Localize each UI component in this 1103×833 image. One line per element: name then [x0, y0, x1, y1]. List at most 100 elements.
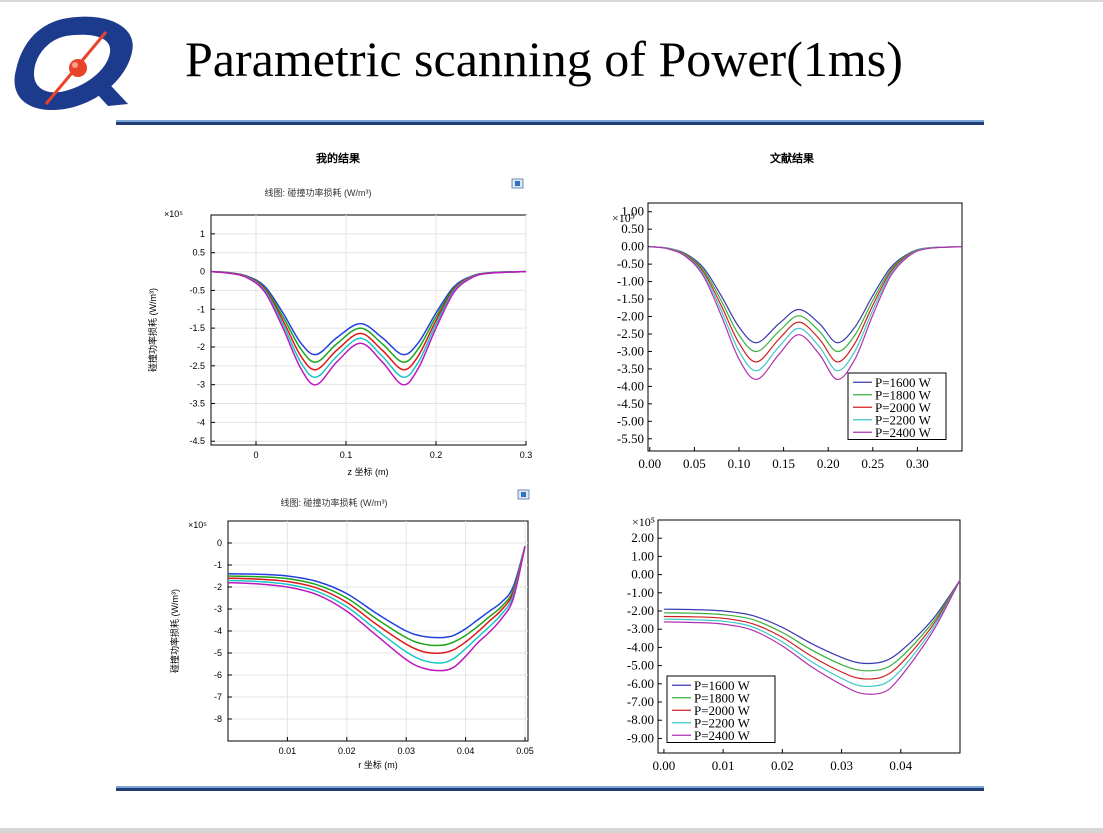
x-tick-label: 0 — [253, 450, 258, 460]
y-tick-label: 0.5 — [192, 248, 205, 258]
x-tick-label: 0.03 — [830, 758, 853, 773]
x-axis-label: r 坐标 (m) — [358, 759, 398, 770]
legend-label: P=2400 W — [875, 425, 932, 440]
y-tick-label: -0.50 — [617, 256, 644, 271]
x-tick-label: 0.02 — [771, 758, 794, 773]
y-tick-label: -2 — [214, 582, 222, 592]
export-icon[interactable] — [511, 178, 524, 189]
y-tick-label: 1.00 — [621, 204, 644, 219]
y-tick-label: -6 — [214, 670, 222, 680]
y-tick-label: -1.50 — [617, 291, 644, 306]
y-tick-label: -7.00 — [627, 694, 654, 709]
y-tick-label: -7 — [214, 692, 222, 702]
header-rule-light — [116, 120, 984, 122]
x-tick-label: 0.02 — [338, 746, 356, 756]
series-line-2 — [663, 579, 961, 672]
y-tick-label: -2.5 — [189, 361, 205, 371]
x-tick-label: 0.05 — [516, 746, 534, 756]
y-axis-label: 碰撞功率损耗 (W/m³) — [147, 288, 158, 372]
y-tick-label: -4.00 — [627, 639, 654, 654]
y-tick-label: 0 — [217, 538, 222, 548]
y-tick-label: -5 — [214, 648, 222, 658]
y-tick-label: -3.00 — [617, 343, 644, 358]
y-tick-label: -1.00 — [617, 274, 644, 289]
y-axis-label: 碰撞功率损耗 (W/m³) — [169, 589, 180, 673]
legend-label: P=2000 W — [694, 703, 751, 718]
x-axis-label: z 坐标 (m) — [348, 466, 389, 477]
slide-title: Parametric scanning of Power(1ms) — [185, 31, 903, 87]
legend-label: P=2200 W — [875, 412, 932, 427]
y-tick-label: -5.00 — [617, 413, 644, 428]
series-line-3 — [649, 246, 963, 363]
export-icon[interactable] — [517, 489, 530, 500]
series-line-3 — [227, 546, 526, 654]
legend-label: P=1600 W — [875, 375, 932, 390]
x-tick-label: 0.01 — [279, 746, 297, 756]
x-tick-label: 0.3 — [520, 450, 533, 460]
y-tick-label: -8 — [214, 714, 222, 724]
y-tick-label: -4.00 — [617, 378, 644, 393]
left-heading: 我的结果 — [316, 153, 360, 165]
y-tick-label: 1.00 — [631, 548, 654, 563]
institute-logo — [14, 16, 133, 111]
y-tick-label: 0.00 — [631, 567, 654, 582]
legend-box — [847, 372, 947, 440]
y-tick-label: 0 — [200, 267, 205, 277]
logo-dot-highlight — [72, 62, 78, 68]
logo-dot — [69, 59, 87, 77]
series-line-2 — [649, 246, 963, 353]
y-tick-label: -4 — [214, 626, 222, 636]
y-tick-label: -2.50 — [617, 326, 644, 341]
series-line-3 — [663, 579, 961, 680]
x-tick-label: 0.04 — [889, 758, 912, 773]
x-tick-label: 0.30 — [906, 456, 929, 471]
series-line-5 — [210, 270, 527, 386]
y-tick-label: -2.00 — [627, 603, 654, 618]
y-tick-label: -8.00 — [627, 712, 654, 727]
x-tick-label: 0.20 — [817, 456, 840, 471]
y-tick-label: -1 — [214, 560, 222, 570]
legend-label: P=2400 W — [694, 728, 751, 743]
scale-label: ×10⁵ — [188, 520, 207, 530]
legend-box — [666, 675, 776, 743]
y-tick-label: -1.5 — [189, 323, 205, 333]
y-tick-label: -0.5 — [189, 285, 205, 295]
y-tick-label: -1.00 — [627, 585, 654, 600]
x-tick-label: 0.03 — [397, 746, 415, 756]
y-tick-label: -3 — [214, 604, 222, 614]
series-line-1 — [663, 579, 961, 665]
plot-frame — [210, 214, 527, 446]
legend-label: P=1800 W — [694, 690, 751, 705]
y-tick-label: -5.00 — [627, 658, 654, 673]
series-line-1 — [227, 546, 526, 639]
x-tick-label: 0.05 — [683, 456, 706, 471]
series-line-4 — [649, 246, 963, 372]
chart-reference-axial: ×10⁵ 0.00 0.05 0.10 0.15 0.20 0.25 0.30 1.00 0.… — [612, 202, 963, 471]
x-tick-label: 0.2 — [430, 450, 443, 460]
y-tick-label: -3.5 — [189, 399, 205, 409]
series-line-4 — [210, 270, 527, 378]
y-tick-label: 2.00 — [631, 530, 654, 545]
footer-rule-dark — [116, 788, 984, 791]
y-tick-label: 0.50 — [621, 221, 644, 236]
y-tick-label: -6.00 — [627, 676, 654, 691]
y-tick-label: -4 — [197, 417, 205, 427]
footer-rule-light — [116, 786, 984, 788]
series-line-3 — [210, 270, 527, 371]
header-rule-dark — [116, 122, 984, 125]
logo-tail — [88, 74, 128, 106]
x-tick-label: 0.04 — [457, 746, 475, 756]
x-tick-label: 0.01 — [712, 758, 735, 773]
scale-label: ×10⁵ — [164, 209, 183, 219]
y-tick-label: -3 — [197, 380, 205, 390]
x-tick-label: 0.10 — [728, 456, 751, 471]
y-tick-label: -4.50 — [617, 396, 644, 411]
y-tick-label: -4.5 — [189, 436, 205, 446]
series-line-5 — [649, 246, 963, 381]
y-tick-label: -2 — [197, 342, 205, 352]
y-tick-label: -1 — [197, 304, 205, 314]
chart-my-radial: 线图: 碰撞功率损耗 (W/m³) ×10⁵ 0.01 0.02 0.03 0.04 0… — [169, 489, 534, 770]
scale-label: ×10⁵ — [632, 515, 655, 529]
legend-label: P=2200 W — [694, 715, 751, 730]
